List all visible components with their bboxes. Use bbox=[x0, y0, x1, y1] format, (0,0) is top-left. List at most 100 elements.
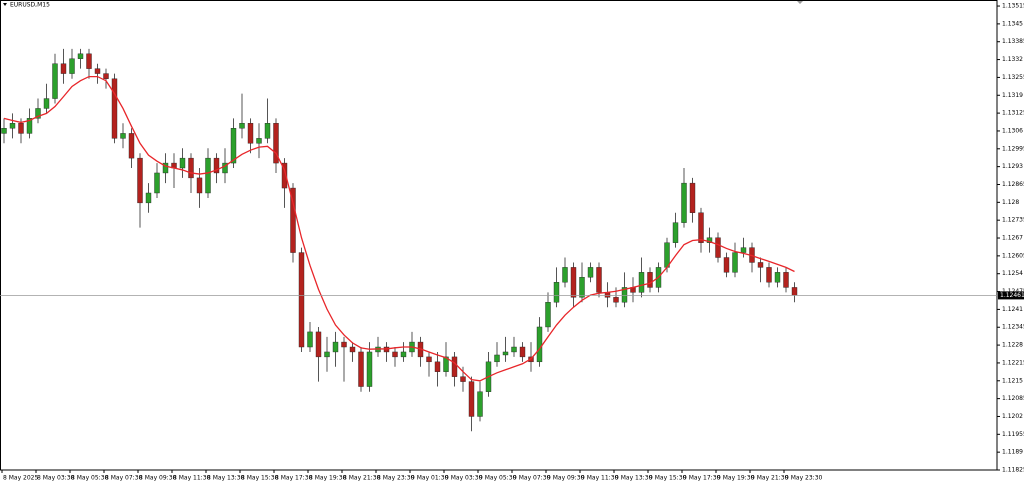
candle-body bbox=[757, 262, 764, 268]
candle-body bbox=[103, 73, 109, 79]
y-tick-label: 1.12605 bbox=[1002, 252, 1024, 259]
x-tick-label: 8 May 23:30 bbox=[377, 475, 415, 482]
candle-body bbox=[494, 354, 500, 363]
candle-body bbox=[298, 252, 305, 348]
candle-body bbox=[426, 356, 432, 363]
candle-body bbox=[460, 376, 466, 382]
candle-body bbox=[519, 346, 526, 358]
candle-body bbox=[715, 237, 721, 258]
y-tick-label: 1.1345 bbox=[1002, 20, 1023, 27]
x-tick-label: 8 May 19:30 bbox=[309, 475, 347, 482]
shift-marker bbox=[797, 1, 803, 4]
y-tick-label: 1.1228 bbox=[1002, 342, 1023, 349]
x-tick-label: 9 May 15:30 bbox=[649, 475, 687, 482]
candle-body bbox=[570, 267, 577, 298]
y-tick-label: 1.1319 bbox=[1002, 92, 1023, 99]
x-tick-label: 9 May 17:30 bbox=[683, 475, 721, 482]
candle-body bbox=[596, 267, 602, 293]
candle-body bbox=[451, 356, 458, 377]
candle-body bbox=[315, 331, 322, 358]
candle-body bbox=[256, 138, 262, 144]
candle-body bbox=[281, 162, 288, 189]
candle-body bbox=[52, 63, 58, 99]
candle-body bbox=[536, 326, 543, 363]
y-tick-label: 1.1332 bbox=[1002, 56, 1023, 63]
x-tick-label: 9 May 11:30 bbox=[581, 475, 619, 482]
candle-body bbox=[349, 346, 356, 353]
candle-body bbox=[698, 212, 704, 243]
candle-body bbox=[638, 272, 645, 293]
candle-body bbox=[111, 78, 118, 139]
x-tick-label: 8 May 13:30 bbox=[207, 475, 245, 482]
candle-body bbox=[400, 351, 407, 358]
candle-body bbox=[621, 287, 628, 303]
candle-body bbox=[69, 58, 75, 74]
x-tick-label: 9 May 09:30 bbox=[547, 475, 585, 482]
y-tick-label: 1.13385 bbox=[1002, 38, 1024, 45]
candle-body bbox=[222, 162, 228, 174]
candle-body bbox=[162, 162, 169, 174]
candle-body bbox=[502, 351, 509, 356]
y-tick-label: 1.128 bbox=[1002, 199, 1019, 206]
candle-body bbox=[324, 351, 330, 358]
candle-body bbox=[562, 267, 568, 283]
candle-body bbox=[188, 157, 194, 179]
candle-body bbox=[332, 341, 339, 353]
candle-body bbox=[239, 123, 245, 129]
candle-body bbox=[341, 341, 347, 348]
y-tick-label: 1.1306 bbox=[1002, 127, 1023, 134]
x-tick-label: 8 May 05:30 bbox=[71, 475, 109, 482]
candle-body bbox=[783, 272, 789, 288]
x-tick-label: 8 May 2025 bbox=[3, 475, 38, 482]
candle-body bbox=[18, 123, 24, 134]
candle-body bbox=[587, 267, 594, 278]
candle-body bbox=[247, 123, 254, 144]
candle-body bbox=[94, 68, 101, 74]
candle-body bbox=[196, 177, 203, 194]
candle-body bbox=[672, 222, 679, 243]
y-tick-label: 1.1215 bbox=[1002, 377, 1023, 384]
candle-body bbox=[613, 297, 619, 303]
candle-body bbox=[791, 287, 798, 296]
candle-body bbox=[358, 351, 364, 387]
candle-body bbox=[366, 351, 373, 387]
x-tick-label: 8 May 15:30 bbox=[241, 475, 279, 482]
y-tick-label: 1.1267 bbox=[1002, 235, 1023, 242]
candle-body bbox=[86, 53, 92, 69]
y-tick-label: 1.12995 bbox=[1002, 145, 1024, 152]
candle-body bbox=[205, 157, 211, 194]
x-tick-label: 8 May 17:30 bbox=[275, 475, 313, 482]
y-tick-label: 1.12215 bbox=[1002, 359, 1024, 366]
current-price-box bbox=[998, 291, 1024, 300]
current-price-label: 1.12461 bbox=[1000, 292, 1024, 299]
candle-body bbox=[740, 247, 747, 253]
y-tick-label: 1.12865 bbox=[1002, 181, 1024, 188]
candle-body bbox=[230, 128, 237, 164]
candle-body bbox=[681, 182, 687, 223]
y-tick-label: 1.13255 bbox=[1002, 74, 1024, 81]
y-tick-label: 1.1202 bbox=[1002, 413, 1023, 420]
y-tick-label: 1.12735 bbox=[1002, 217, 1024, 224]
candle-body bbox=[307, 331, 313, 348]
chart-title: EURUSD,M15 bbox=[10, 2, 50, 9]
candle-body bbox=[511, 346, 517, 353]
plot-frame bbox=[0, 0, 998, 471]
candle-body bbox=[477, 391, 483, 417]
y-tick-label: 1.1241 bbox=[1002, 306, 1023, 313]
y-tick-label: 1.13125 bbox=[1002, 110, 1024, 117]
candle-body bbox=[213, 157, 220, 174]
candle-body bbox=[723, 257, 730, 273]
candle-body bbox=[60, 63, 67, 74]
candle-body bbox=[35, 108, 41, 119]
candle-body bbox=[732, 252, 738, 273]
x-tick-label: 9 May 19:30 bbox=[717, 475, 755, 482]
candle-body bbox=[1, 128, 7, 134]
candle-body bbox=[26, 118, 33, 134]
candle-body bbox=[766, 267, 772, 283]
candle-body bbox=[774, 272, 781, 283]
candle-body bbox=[545, 302, 551, 328]
candle-body bbox=[145, 192, 152, 204]
